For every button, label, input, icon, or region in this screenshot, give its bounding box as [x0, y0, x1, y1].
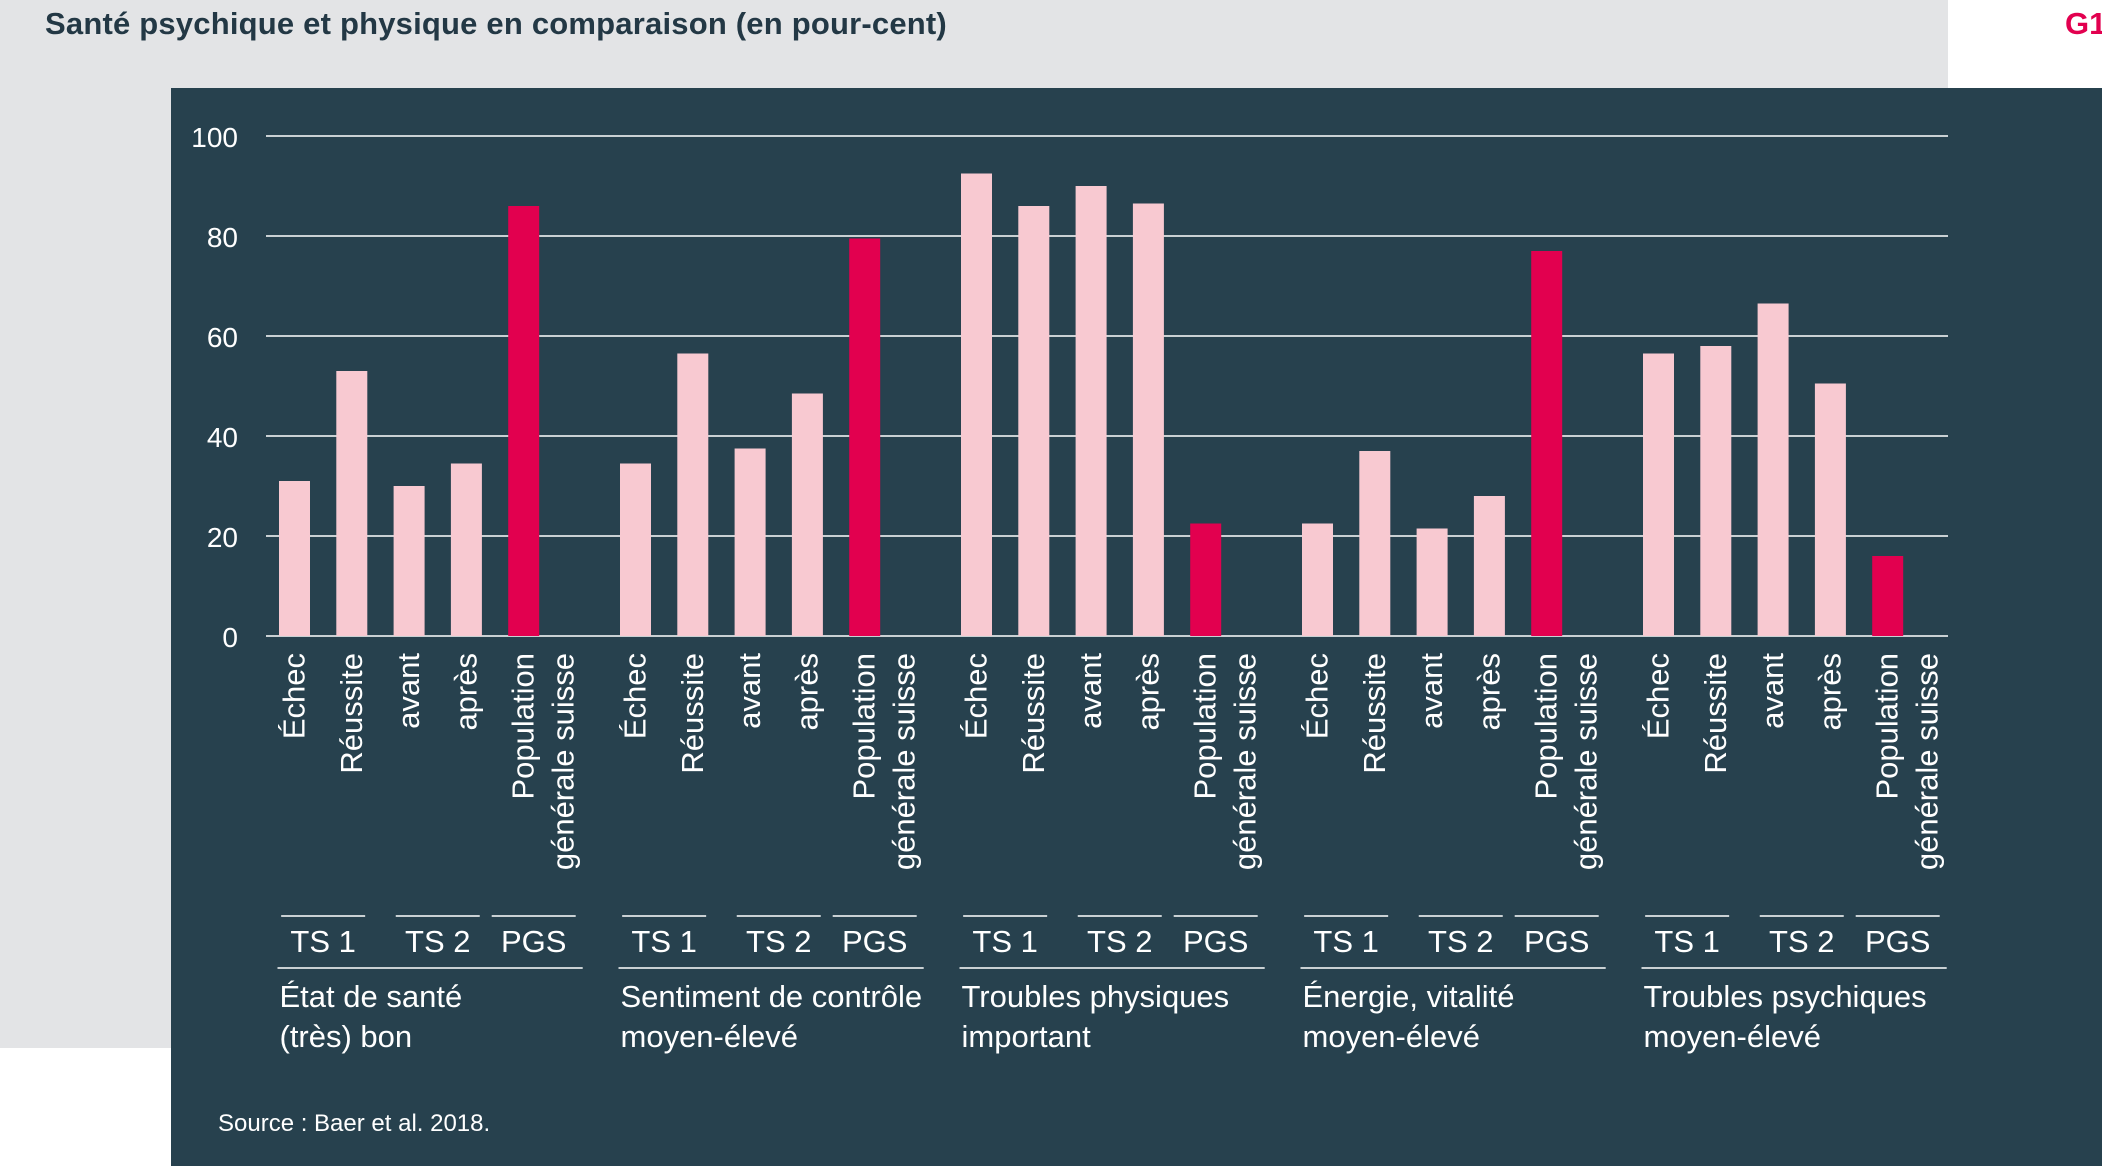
bar — [1359, 451, 1391, 636]
bar-category-label: Réussite — [1357, 653, 1392, 774]
source-note: Source : Baer et al. 2018. — [218, 1110, 491, 1137]
y-tick-label: 0 — [222, 622, 238, 653]
bar-category-label: Population — [1870, 653, 1905, 800]
bar — [1190, 523, 1222, 636]
group-label: important — [962, 1019, 1092, 1054]
bar — [1302, 523, 1333, 636]
group-label: moyen-élevé — [1303, 1019, 1480, 1054]
bar-category-label: après — [448, 653, 483, 731]
bar-category-label: générale suisse — [1910, 653, 1945, 870]
subgroup-label: TS 2 — [1428, 924, 1493, 959]
bar — [1814, 383, 1846, 636]
bar — [1531, 251, 1563, 636]
bar-category-label: après — [1812, 653, 1847, 731]
subgroup-label: TS 1 — [290, 924, 355, 959]
figure-number: G1 — [2065, 6, 2102, 41]
bar-category-label: avant — [1414, 653, 1449, 729]
bar-category-label: avant — [1755, 653, 1790, 729]
bar-category-label: Population — [1188, 653, 1223, 800]
bar-category-label: après — [1471, 653, 1506, 731]
subgroup-label: TS 1 — [1654, 924, 1719, 959]
bar-category-label: Réussite — [334, 653, 369, 774]
bar — [849, 238, 881, 636]
group-label: Énergie, vitalité — [1303, 979, 1515, 1014]
subgroup-label: PGS — [1524, 924, 1589, 959]
bar-category-label: Réussite — [1016, 653, 1051, 774]
group-label: moyen-élevé — [621, 1019, 798, 1054]
bar — [393, 486, 425, 636]
subgroup-label: TS 2 — [1769, 924, 1834, 959]
bar-category-label: Échec — [1300, 653, 1335, 739]
group-label: Troubles psychiques — [1644, 979, 1927, 1014]
subgroup-label: TS 1 — [972, 924, 1037, 959]
bar-category-label: Échec — [959, 653, 994, 739]
subgroup-label: PGS — [1183, 924, 1248, 959]
chart-title: Santé psychique et physique en comparais… — [45, 6, 947, 41]
bar — [1700, 346, 1732, 636]
subgroup-label: TS 1 — [631, 924, 696, 959]
y-tick-label: 80 — [207, 222, 238, 253]
bar — [961, 173, 992, 636]
bar-category-label: Population — [506, 653, 541, 800]
group-label: État de santé — [280, 979, 463, 1014]
y-tick-label: 40 — [207, 422, 238, 453]
subgroup-label: TS 1 — [1313, 924, 1378, 959]
bar — [1018, 206, 1050, 636]
group-label: Troubles physiques — [962, 979, 1230, 1014]
bar-category-label: avant — [1073, 653, 1108, 729]
bar — [791, 393, 823, 636]
bar — [508, 206, 540, 636]
subgroup-label: PGS — [501, 924, 566, 959]
bar — [620, 463, 651, 636]
group-label: (très) bon — [280, 1019, 413, 1054]
bar-category-label: Échec — [618, 653, 653, 739]
bar — [1872, 556, 1904, 636]
bar-category-label: Échec — [1641, 653, 1676, 739]
bar-category-label: générale suisse — [1569, 653, 1604, 870]
bar-category-label: Échec — [277, 653, 312, 739]
bar-category-label: Population — [1529, 653, 1564, 800]
group-label: moyen-élevé — [1644, 1019, 1821, 1054]
bar — [1132, 203, 1164, 636]
bar-category-label: Population — [847, 653, 882, 800]
bar-category-label: après — [789, 653, 824, 731]
bar — [677, 353, 709, 636]
subgroup-label: TS 2 — [1087, 924, 1152, 959]
bar-category-label: avant — [391, 653, 426, 729]
y-tick-label: 100 — [191, 122, 238, 153]
bar-category-label: Réussite — [1698, 653, 1733, 774]
bar-category-label: après — [1130, 653, 1165, 731]
bar — [1473, 496, 1505, 636]
bar — [1075, 186, 1107, 636]
bar — [336, 371, 368, 636]
subgroup-label: TS 2 — [746, 924, 811, 959]
bar — [1757, 303, 1789, 636]
bar-category-label: Réussite — [675, 653, 710, 774]
bar-category-label: générale suisse — [546, 653, 581, 870]
bar-category-label: avant — [732, 653, 767, 729]
bar — [1643, 353, 1674, 636]
group-label: Sentiment de contrôle — [621, 979, 923, 1014]
bar — [450, 463, 482, 636]
y-tick-label: 20 — [207, 522, 238, 553]
bar — [1416, 528, 1448, 636]
subgroup-label: TS 2 — [405, 924, 470, 959]
bar — [279, 481, 310, 636]
subgroup-label: PGS — [1865, 924, 1930, 959]
y-tick-label: 60 — [207, 322, 238, 353]
bar-category-label: générale suisse — [887, 653, 922, 870]
bar — [734, 448, 766, 636]
bar-category-label: générale suisse — [1228, 653, 1263, 870]
subgroup-label: PGS — [842, 924, 907, 959]
